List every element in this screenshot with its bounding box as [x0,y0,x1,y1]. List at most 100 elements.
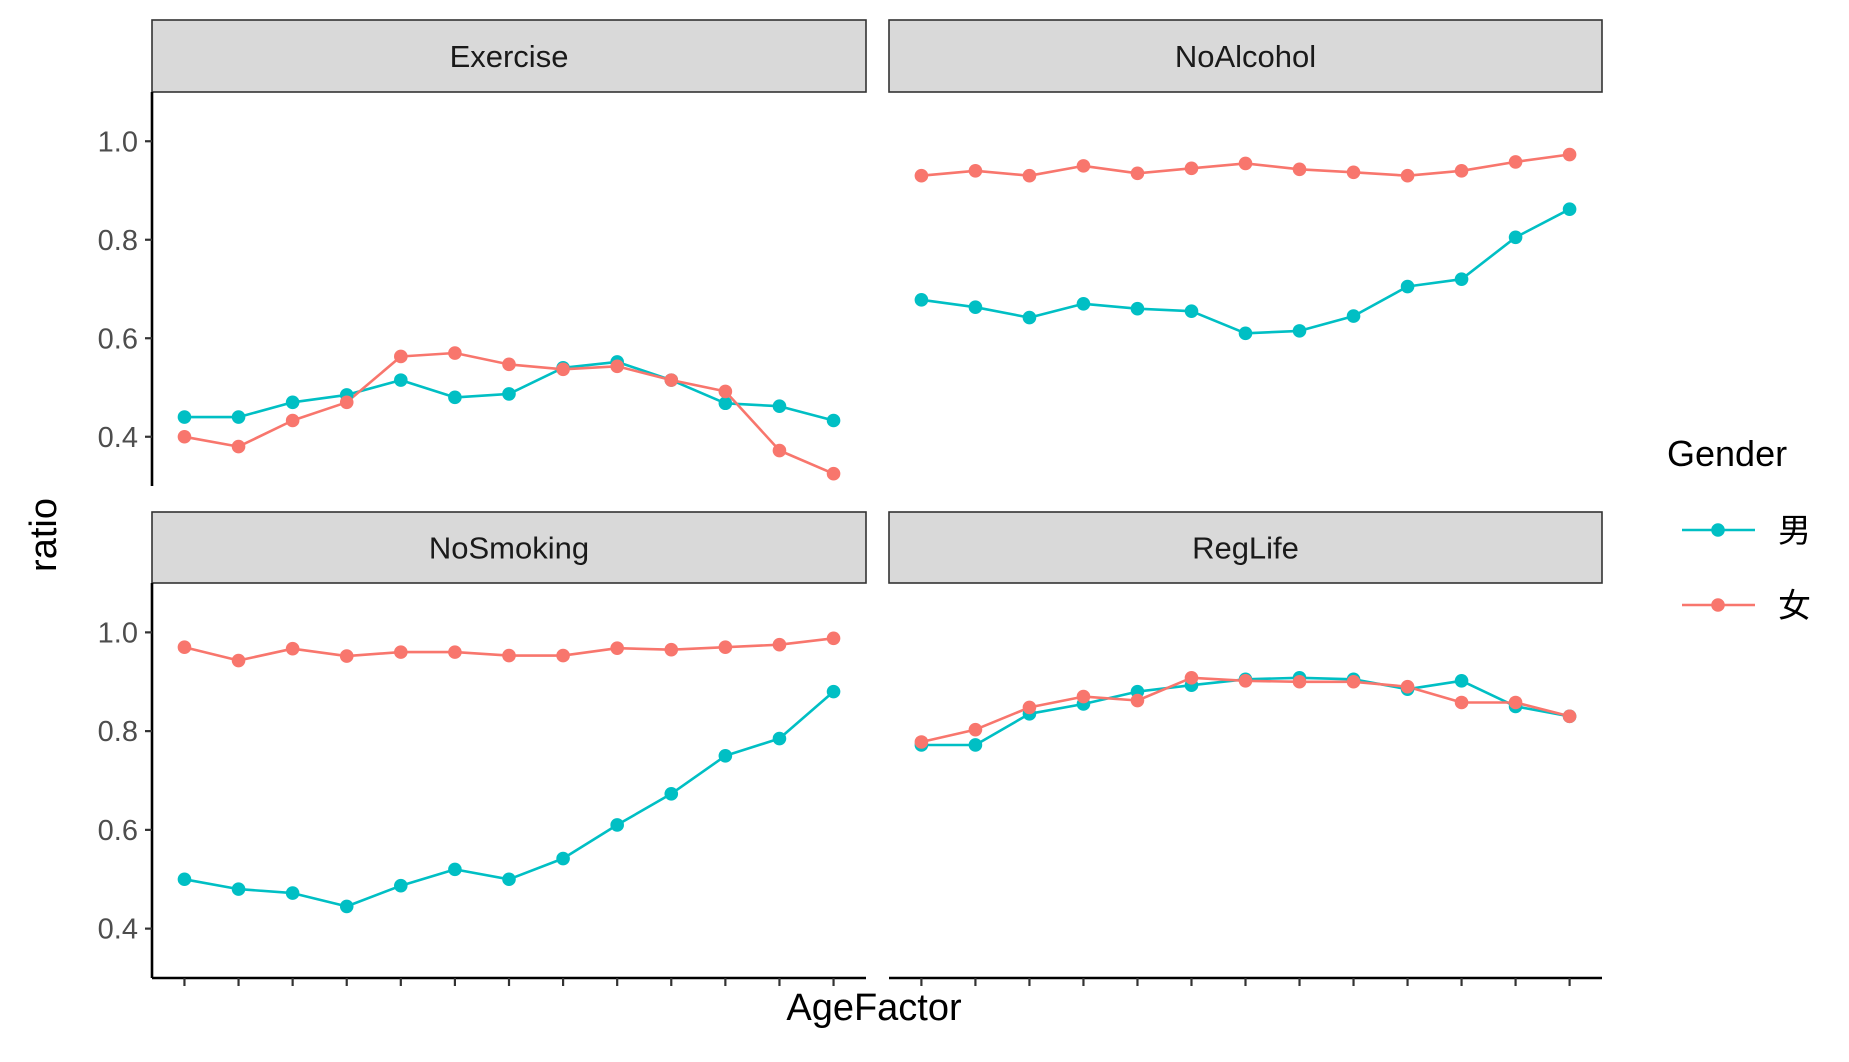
data-point [285,641,300,656]
legend-entry-0: 男 [1682,511,1811,550]
data-point [1562,709,1577,724]
data-point [1346,674,1361,689]
data-point [1346,309,1361,323]
legend-label: 女 [1778,586,1811,625]
data-point [968,300,983,315]
data-point [1454,695,1469,710]
strip-nosmoking [151,511,867,584]
data-point [664,787,679,801]
data-point [826,631,841,646]
data-point [826,413,841,428]
data-point [448,346,462,360]
data-point [1346,165,1361,180]
data-point [1184,304,1199,318]
strip-label: NoSmoking [429,531,589,566]
legend-point [1711,598,1725,612]
data-point [772,443,787,458]
data-point [1562,202,1577,217]
strip-label: NoAlcohol [1175,39,1316,74]
data-point [968,164,983,178]
data-point [1022,310,1037,325]
series-line-0 [921,208,1571,335]
data-point [231,653,246,668]
data-point [1130,166,1145,181]
data-point [502,648,516,663]
data-point [556,648,570,663]
data-point [718,640,733,654]
data-point [1454,272,1469,286]
y-tick-label: 0.4 [98,422,138,454]
strip-label: Exercise [450,39,569,74]
data-point [1292,324,1307,338]
data-point [1130,693,1145,708]
data-point [502,387,516,401]
data-point [339,649,354,663]
data-point [285,413,300,428]
strip-label: RegLife [1192,531,1299,566]
data-point [448,390,462,405]
y-tick-label: 1.0 [98,126,138,158]
data-point [231,882,246,896]
strip-noalcohol [888,19,1603,93]
data-point [1022,700,1037,715]
panel-reglife: RegLife [888,511,1603,986]
data-point [914,293,929,307]
y-axis-title: ratio [23,498,65,572]
data-point [1022,168,1037,183]
legend-label: 男 [1778,511,1811,550]
data-point [394,878,408,893]
data-point [1454,164,1469,178]
data-point [718,396,733,411]
data-point [968,722,983,737]
data-point [339,899,354,914]
data-point [1238,673,1253,688]
data-point [1238,156,1253,171]
y-tick-label: 1.0 [98,617,138,649]
panel-noalcohol: NoAlcohol [888,19,1603,341]
data-point [502,357,516,372]
legend-point [1711,523,1725,537]
y-tick-label: 0.4 [98,914,138,946]
data-point [1292,674,1307,689]
data-point [1238,326,1253,341]
data-point [610,359,624,374]
data-point [968,738,983,752]
data-point [556,362,570,377]
data-point [772,637,787,652]
strip-exercise [151,19,867,93]
data-point [1508,155,1523,169]
data-point [610,818,624,832]
data-point [285,886,300,900]
data-point [448,862,462,877]
panel-exercise: Exercise 0.4 0.6 0.8 1.0 [98,19,867,486]
data-point [826,466,841,481]
data-point [448,645,462,659]
data-point [772,731,787,746]
data-point [177,640,192,654]
data-point [394,645,408,659]
data-point [231,439,246,454]
legend-entry-1: 女 [1682,586,1811,625]
data-point [394,373,408,387]
data-point [177,429,192,444]
data-point [1130,301,1145,316]
data-point [1076,689,1091,704]
data-point [339,395,354,410]
x-axis-title: AgeFactor [786,987,962,1029]
data-point [177,872,192,887]
data-point [231,410,246,424]
data-point [1076,296,1091,311]
data-point [177,410,192,424]
data-point [914,735,929,749]
y-tick-label: 0.8 [98,716,138,748]
data-point [1508,695,1523,710]
legend-title: Gender [1667,433,1787,474]
data-point [664,373,679,387]
panel-nosmoking: NoSmoking 0.4 0.6 0.8 1.0 [98,511,867,986]
legend: Gender 男女 [1667,433,1811,625]
data-point [1454,673,1469,688]
data-point [1076,159,1091,173]
data-point [1184,671,1199,685]
y-tick-label: 0.8 [98,225,138,257]
